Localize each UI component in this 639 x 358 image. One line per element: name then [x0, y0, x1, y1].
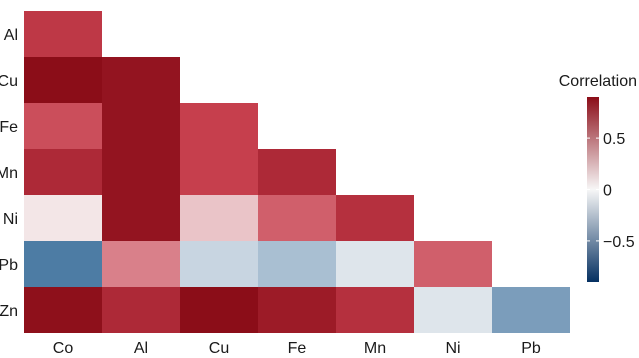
- heatmap-cell-ni-mn: [336, 195, 414, 241]
- heatmap-cell-mn-cu: [180, 149, 258, 195]
- heatmap-cell-ni-cu: [180, 195, 258, 241]
- y-tick-label-ni: Ni: [3, 211, 18, 228]
- heatmap-cell-zn-mn: [336, 287, 414, 333]
- y-tick-label-pb: Pb: [0, 257, 18, 274]
- legend-colorbar: [587, 97, 599, 282]
- heatmap-cell-mn-co: [24, 149, 102, 195]
- heatmap-cell-ni-co: [24, 195, 102, 241]
- legend-tick-label: 0.5: [603, 131, 625, 148]
- y-axis-tick-labels: Al Cu Fe Mn Ni Pb Zn: [0, 27, 18, 320]
- heatmap-cell-ni-fe: [258, 195, 336, 241]
- y-tick-label-al: Al: [4, 27, 18, 44]
- heatmap-cell-zn-al: [102, 287, 180, 333]
- x-tick-label-cu: Cu: [209, 340, 229, 357]
- x-tick-label-co: Co: [53, 340, 74, 357]
- x-axis-tick-labels: Co Al Cu Fe Mn Ni Pb: [53, 340, 541, 357]
- heatmap-cell-fe-al: [102, 103, 180, 149]
- heatmap-cell-zn-co: [24, 287, 102, 333]
- heatmap-cell-zn-pb: [492, 287, 570, 333]
- heatmap-cell-pb-cu: [180, 241, 258, 287]
- heatmap-cell-zn-fe: [258, 287, 336, 333]
- heatmap-cell-zn-cu: [180, 287, 258, 333]
- heatmap-cell-mn-fe: [258, 149, 336, 195]
- heatmap-cell-fe-cu: [180, 103, 258, 149]
- heatmap-cell-cu-al: [102, 57, 180, 103]
- heatmap-cell-pb-co: [24, 241, 102, 287]
- legend-tick-label: 0: [603, 183, 612, 200]
- heatmap-cell-cu-co: [24, 57, 102, 103]
- heatmap-cell-mn-al: [102, 149, 180, 195]
- heatmap-cell-zn-ni: [414, 287, 492, 333]
- x-tick-label-ni: Ni: [445, 340, 460, 357]
- x-tick-label-pb: Pb: [521, 340, 541, 357]
- heatmap-cell-pb-mn: [336, 241, 414, 287]
- legend-title: Correlation: [559, 73, 637, 90]
- legend-tick-label: −0.5: [603, 234, 635, 251]
- y-tick-label-mn: Mn: [0, 165, 18, 182]
- heatmap-cell-pb-fe: [258, 241, 336, 287]
- x-tick-label-mn: Mn: [364, 340, 386, 357]
- y-tick-label-zn: Zn: [0, 303, 18, 320]
- y-tick-label-cu: Cu: [0, 73, 18, 90]
- heatmap-cell-al-co: [24, 11, 102, 57]
- x-tick-label-al: Al: [134, 340, 148, 357]
- color-legend: Correlation 0.5 0 −0.5: [559, 73, 637, 282]
- heatmap-cell-ni-al: [102, 195, 180, 241]
- heatmap-cell-pb-ni: [414, 241, 492, 287]
- y-tick-label-fe: Fe: [0, 119, 18, 136]
- heatmap-cell-fe-co: [24, 103, 102, 149]
- heatmap-cells: [24, 11, 570, 333]
- heatmap-cell-pb-al: [102, 241, 180, 287]
- x-tick-label-fe: Fe: [288, 340, 307, 357]
